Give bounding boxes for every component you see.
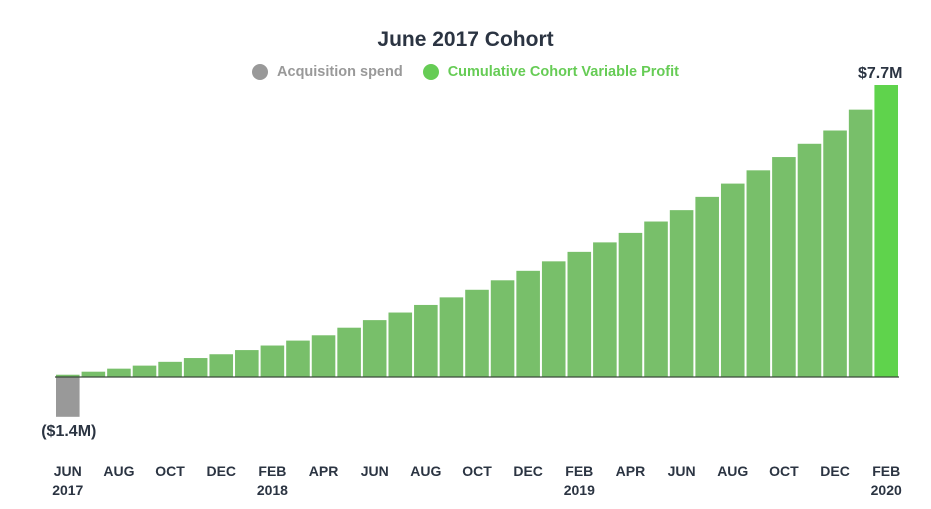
bar-profit-oct-2019 xyxy=(772,157,796,377)
bar-profit-jun-2018 xyxy=(362,320,387,377)
bar-profit-sep-2017 xyxy=(132,365,157,377)
bar-profit-feb-2020 xyxy=(874,85,898,377)
bar-profit-jan-2019 xyxy=(541,261,566,377)
bar-profit-jan-2020 xyxy=(848,109,873,377)
x-tick-label-16: OCT xyxy=(462,463,492,479)
bar-profit-nov-2018 xyxy=(490,280,515,377)
bar-profit-jul-2017 xyxy=(81,371,106,377)
bar-profit-sep-2019 xyxy=(746,170,771,377)
bar-profit-aug-2017 xyxy=(107,368,131,377)
bar-profit-mar-2019 xyxy=(593,242,617,377)
x-tick-label-20: FEB xyxy=(565,463,593,479)
x-tick-label-24: JUN xyxy=(668,463,696,479)
legend-swatch-acquisition-spend xyxy=(252,64,269,80)
bar-profit-apr-2019 xyxy=(618,232,643,377)
bar-profit-jan-2018 xyxy=(235,350,259,377)
bar-profit-dec-2019 xyxy=(823,130,847,377)
bar-acquisition-spend xyxy=(56,377,80,417)
bar-profit-dec-2018 xyxy=(516,270,540,377)
legend-item-acquisition-spend: Acquisition spend xyxy=(252,64,403,80)
x-tick-label-8: FEB xyxy=(258,463,286,479)
x-tick-label-0: JUN xyxy=(54,463,82,479)
x-tick-label-4: OCT xyxy=(155,463,185,479)
x-tick-label-22: APR xyxy=(616,463,646,479)
bar-profit-aug-2018 xyxy=(414,304,438,377)
x-tick-year-8: 2018 xyxy=(257,482,288,498)
x-tick-year-32: 2020 xyxy=(871,482,902,498)
bar-profit-apr-2018 xyxy=(311,335,336,377)
x-tick-year-0: 2017 xyxy=(52,482,83,498)
x-tick-label-18: DEC xyxy=(513,463,543,479)
chart-legend: Acquisition spend Cumulative Cohort Vari… xyxy=(0,64,931,80)
bar-profit-oct-2018 xyxy=(465,289,489,377)
legend-label-acquisition-spend: Acquisition spend xyxy=(277,64,403,80)
x-tick-year-20: 2019 xyxy=(564,482,595,498)
data-label-acquisition-spend: ($1.4M) xyxy=(41,423,96,440)
bar-profit-oct-2017 xyxy=(158,361,182,377)
bar-profit-nov-2017 xyxy=(183,358,208,377)
x-tick-label-26: AUG xyxy=(717,463,748,479)
chart-title: June 2017 Cohort xyxy=(377,28,554,51)
x-tick-label-12: JUN xyxy=(361,463,389,479)
legend-swatch-cumulative-profit xyxy=(422,64,439,80)
bar-profit-jul-2019 xyxy=(695,196,719,377)
x-tick-label-32: FEB xyxy=(872,463,900,479)
x-tick-label-14: AUG xyxy=(410,463,441,479)
bar-profit-aug-2019 xyxy=(720,183,745,377)
x-tick-label-30: DEC xyxy=(820,463,850,479)
bar-profit-may-2019 xyxy=(644,221,668,377)
bar-profit-jun-2019 xyxy=(669,210,694,377)
bar-profit-jun-2017 xyxy=(56,374,80,377)
legend-item-cumulative-profit: Cumulative Cohort Variable Profit xyxy=(422,64,679,80)
bar-profit-feb-2018 xyxy=(260,345,285,377)
data-label-final-profit: $7.7M xyxy=(858,65,902,82)
bar-profit-may-2018 xyxy=(337,327,361,377)
bar-profit-nov-2019 xyxy=(797,143,822,377)
bar-profit-feb-2019 xyxy=(567,251,592,377)
bar-profit-dec-2017 xyxy=(209,354,234,377)
x-tick-label-6: DEC xyxy=(206,463,236,479)
bar-profit-sep-2018 xyxy=(439,297,464,377)
bar-profit-mar-2018 xyxy=(286,340,310,377)
x-tick-label-28: OCT xyxy=(769,463,799,479)
bar-profit-jul-2018 xyxy=(388,312,413,377)
x-tick-label-10: APR xyxy=(309,463,339,479)
x-tick-label-2: AUG xyxy=(103,463,134,479)
legend-label-cumulative-profit: Cumulative Cohort Variable Profit xyxy=(447,64,679,80)
